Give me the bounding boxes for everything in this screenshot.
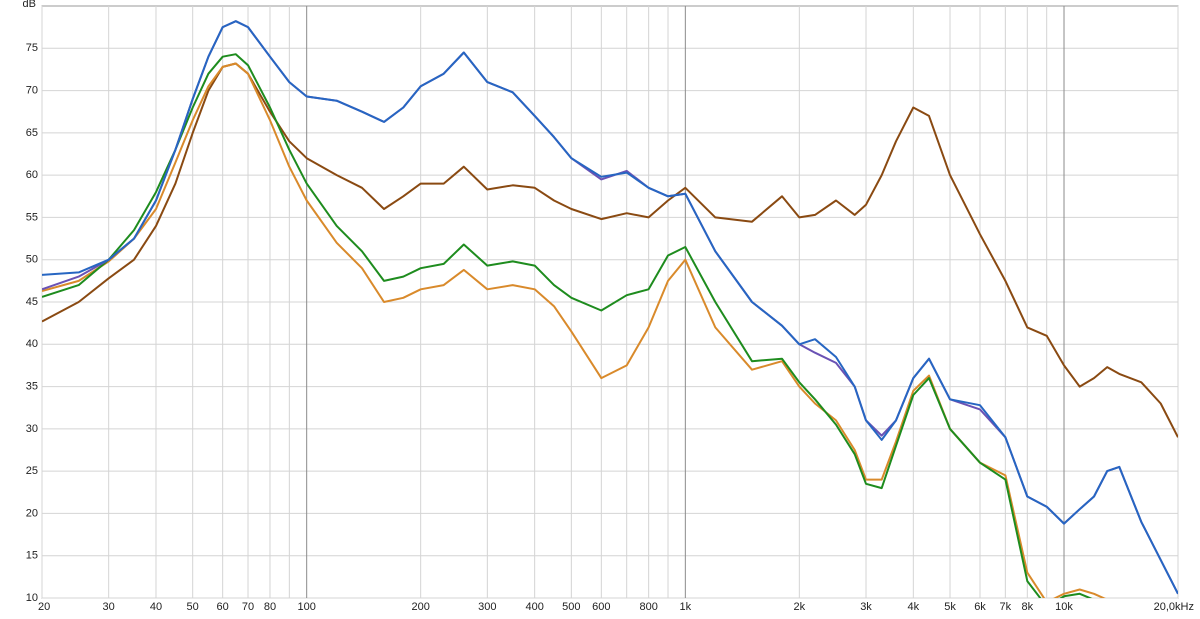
y-axis-label: dB (23, 0, 36, 10)
x-tick-label: 8k (1022, 601, 1034, 613)
x-tick-label: 500 (562, 601, 580, 613)
y-tick-label: 60 (26, 169, 38, 181)
y-tick-label: 15 (26, 550, 38, 562)
x-tick-label: 20,0kHz (1154, 601, 1194, 613)
x-tick-label: 70 (242, 601, 254, 613)
x-tick-label: 2k (794, 601, 806, 613)
y-tick-label: 10 (26, 592, 38, 604)
series-line (42, 20, 1178, 595)
y-tick-label: 40 (26, 338, 38, 350)
x-tick-label: 5k (944, 601, 956, 613)
x-tick-label: 7k (1000, 601, 1012, 613)
y-tick-label: 65 (26, 127, 38, 139)
x-tick-label: 6k (974, 601, 986, 613)
x-tick-label: 4k (908, 601, 920, 613)
x-tick-label: 100 (297, 601, 315, 613)
series-line (42, 53, 1093, 598)
x-tick-label: 800 (639, 601, 657, 613)
x-tick-label: 400 (525, 601, 543, 613)
x-tick-label: 40 (150, 601, 162, 613)
x-tick-label: 200 (411, 601, 429, 613)
x-tick-label: 1k (680, 601, 692, 613)
y-tick-label: 20 (26, 507, 38, 519)
y-tick-label: 55 (26, 211, 38, 223)
y-tick-label: 35 (26, 380, 38, 392)
x-tick-label: 600 (592, 601, 610, 613)
x-tick-label: 80 (264, 601, 276, 613)
y-tick-label: 30 (26, 423, 38, 435)
x-tick-label: 30 (103, 601, 115, 613)
x-tick-label: 20 (38, 601, 50, 613)
y-tick-label: 75 (26, 42, 38, 54)
x-tick-label: 10k (1055, 601, 1073, 613)
x-tick-label: 300 (478, 601, 496, 613)
x-tick-label: 50 (187, 601, 199, 613)
y-tick-label: 25 (26, 465, 38, 477)
y-tick-label: 50 (26, 254, 38, 266)
y-tick-label: 45 (26, 296, 38, 308)
x-tick-label: 60 (217, 601, 229, 613)
x-tick-label: 3k (860, 601, 872, 613)
y-tick-label: 70 (26, 84, 38, 96)
